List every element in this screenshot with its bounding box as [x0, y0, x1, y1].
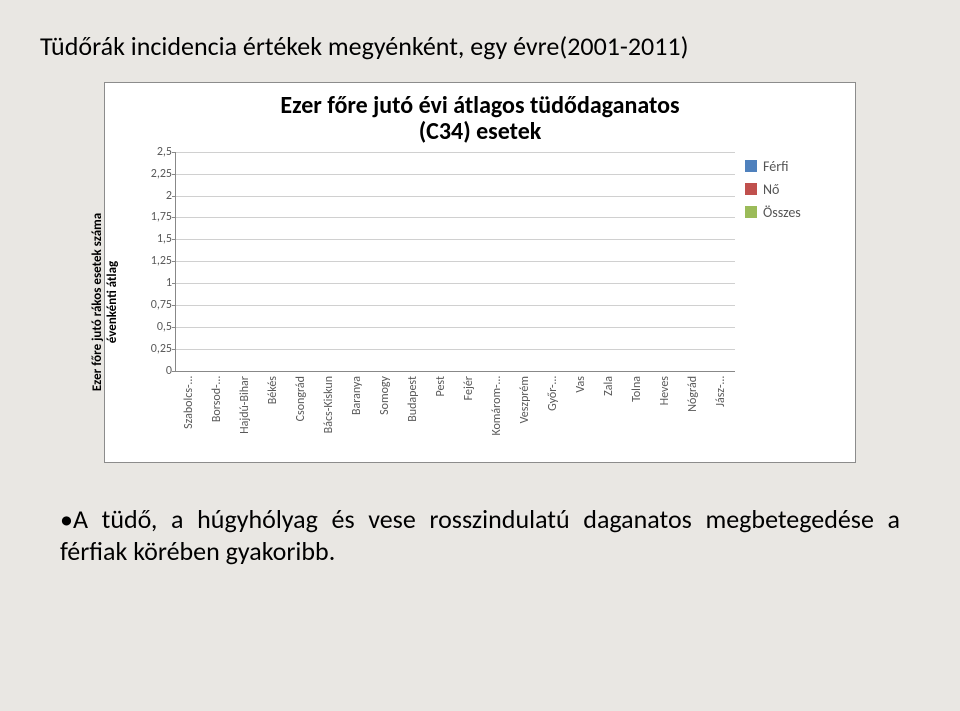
slide-title: Tüdőrák incidencia értékek megyénként, e…	[40, 30, 920, 62]
x-label-slot: Pest	[427, 372, 455, 452]
legend-item: Férfi	[745, 158, 841, 175]
y-tick-label: 1,25	[136, 254, 172, 268]
x-label-slot: Hajdú-Bihar	[231, 372, 259, 452]
y-tick-label: 1,75	[136, 210, 172, 224]
y-tick-label: 0,75	[136, 298, 172, 312]
y-axis-label-line2: évenkénti átlag	[105, 261, 120, 343]
x-axis-label: Bács-Kiskun	[322, 376, 336, 433]
x-label-slot: Komárom-…	[483, 372, 511, 452]
y-axis-label: Ezer főre jutó rákos esetek száma évenké…	[90, 213, 120, 391]
x-axis-label: Jász-…	[714, 376, 728, 407]
x-axis-label: Pest	[434, 376, 448, 397]
y-tick-label: 1,5	[136, 232, 172, 246]
x-label-slot: Baranya	[343, 372, 371, 452]
x-label-slot: Zala	[595, 372, 623, 452]
x-label-slot: Bács-Kiskun	[315, 372, 343, 452]
x-axis-label: Nógrád	[686, 376, 700, 412]
legend-item: Nő	[745, 181, 841, 198]
x-label-slot: Nógrád	[679, 372, 707, 452]
y-tick-label: 2,5	[136, 145, 172, 159]
x-label-slot: Jász-…	[707, 372, 735, 452]
x-axis-label: Hajdú-Bihar	[238, 376, 252, 434]
x-label-slot: Győr-…	[539, 372, 567, 452]
y-tick-label: 0,5	[136, 320, 172, 334]
x-label-slot: Békés	[259, 372, 287, 452]
x-label-slot: Budapest	[399, 372, 427, 452]
bar-groups	[176, 152, 735, 371]
x-axis-label: Szabolcs-…	[182, 376, 196, 429]
bullet-text: •A tüdő, a húgyhólyag és vese rosszindul…	[60, 503, 900, 567]
y-tick-label: 2	[136, 189, 172, 203]
x-axis-label: Győr-…	[546, 376, 560, 411]
x-axis-label: Veszprém	[518, 376, 532, 423]
x-label-slot: Borsod-…	[203, 372, 231, 452]
legend: Férfi Nő Összes	[745, 152, 841, 227]
x-axis-label: Vas	[574, 376, 588, 393]
legend-swatch	[745, 183, 757, 195]
x-label-slot: Tolna	[623, 372, 651, 452]
legend-item: Összes	[745, 204, 841, 221]
x-axis-label: Zala	[602, 376, 616, 396]
x-axis-label: Komárom-…	[490, 376, 504, 436]
y-tick-label: 2,25	[136, 167, 172, 181]
x-label-slot: Csongrád	[287, 372, 315, 452]
chart-title: Ezer főre jutó évi átlagos tüdődaganatos…	[115, 93, 845, 146]
legend-label: Férfi	[763, 158, 788, 175]
x-label-slot: Fejér	[455, 372, 483, 452]
x-label-slot: Vas	[567, 372, 595, 452]
x-axis-label: Heves	[658, 376, 672, 405]
y-axis-label-line1: Ezer főre jutó rákos esetek száma	[90, 213, 105, 391]
chart-title-line2: (C34) esetek	[419, 117, 542, 146]
legend-swatch	[745, 206, 757, 218]
x-label-slot: Somogy	[371, 372, 399, 452]
x-axis-labels: Szabolcs-… Borsod-… Hajdú-Bihar Békés Csongr…	[175, 372, 735, 452]
slide: Tüdőrák incidencia értékek megyénként, e…	[0, 0, 960, 711]
x-axis-label: Borsod-…	[210, 376, 224, 422]
y-tick-label: 0	[136, 364, 172, 378]
y-tick-label: 1	[136, 276, 172, 290]
y-tick-label: 0,25	[136, 342, 172, 356]
legend-label: Összes	[763, 204, 801, 221]
x-axis-label: Somogy	[378, 376, 392, 415]
x-axis-label: Budapest	[406, 376, 420, 422]
plot-area: 00,250,50,7511,251,51,7522,252,5	[175, 152, 735, 372]
legend-swatch	[745, 160, 757, 172]
x-label-slot: Szabolcs-…	[175, 372, 203, 452]
legend-label: Nő	[763, 181, 779, 198]
x-axis-label: Békés	[266, 376, 280, 404]
chart-title-line1: Ezer főre jutó évi átlagos tüdődaganatos	[280, 91, 679, 120]
x-label-slot: Veszprém	[511, 372, 539, 452]
x-label-slot: Heves	[651, 372, 679, 452]
x-axis-label: Fejér	[462, 376, 476, 400]
x-axis-label: Tolna	[630, 376, 644, 402]
chart-container: Ezer főre jutó évi átlagos tüdődaganatos…	[104, 82, 856, 463]
x-axis-label: Baranya	[350, 376, 364, 415]
chart-inner: Ezer főre jutó rákos esetek száma évenké…	[115, 152, 845, 452]
x-axis-label: Csongrád	[294, 376, 308, 421]
